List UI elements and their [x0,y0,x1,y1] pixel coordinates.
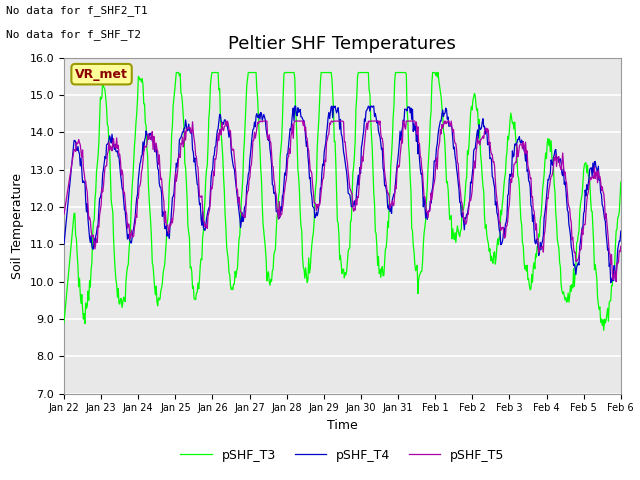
pSHF_T3 [600,327,607,333]
pSHF_T4 [291,103,299,109]
pSHF_T5 [184,126,192,132]
pSHF_T4 [214,128,221,133]
pSHF_T5 [214,142,221,148]
pSHF_T5 [411,118,419,124]
Text: VR_met: VR_met [75,68,128,81]
pSHF_T4 [428,200,435,206]
Line: pSHF_T3: pSHF_T3 [64,72,621,330]
pSHF_T4 [60,241,68,247]
pSHF_T3 [127,200,135,205]
Line: pSHF_T5: pSHF_T5 [64,121,621,282]
pSHF_T3 [214,70,222,75]
pSHF_T4 [127,240,135,246]
Text: No data for f_SHF2_T1: No data for f_SHF2_T1 [6,5,148,16]
pSHF_T4 [184,128,192,133]
pSHF_T3 [60,320,68,325]
pSHF_T5 [617,243,625,249]
Y-axis label: Soil Temperature: Soil Temperature [11,173,24,278]
X-axis label: Time: Time [327,419,358,432]
pSHF_T5 [60,212,68,217]
pSHF_T3 [411,261,419,267]
pSHF_T5 [127,228,135,233]
pSHF_T5 [428,190,435,196]
pSHF_T5 [70,146,78,152]
pSHF_T3 [428,108,435,114]
Line: pSHF_T4: pSHF_T4 [64,106,621,283]
pSHF_T4 [607,280,614,286]
Text: No data for f_SHF_T2: No data for f_SHF_T2 [6,29,141,40]
pSHF_T5 [222,118,230,124]
pSHF_T3 [185,230,193,236]
pSHF_T3 [617,179,625,185]
pSHF_T4 [70,138,78,144]
pSHF_T4 [617,228,625,234]
pSHF_T5 [612,279,620,285]
Title: Peltier SHF Temperatures: Peltier SHF Temperatures [228,35,456,53]
Legend: pSHF_T3, pSHF_T4, pSHF_T5: pSHF_T3, pSHF_T4, pSHF_T5 [175,444,509,467]
pSHF_T3 [70,210,78,216]
pSHF_T4 [411,128,419,133]
pSHF_T3 [172,70,180,75]
